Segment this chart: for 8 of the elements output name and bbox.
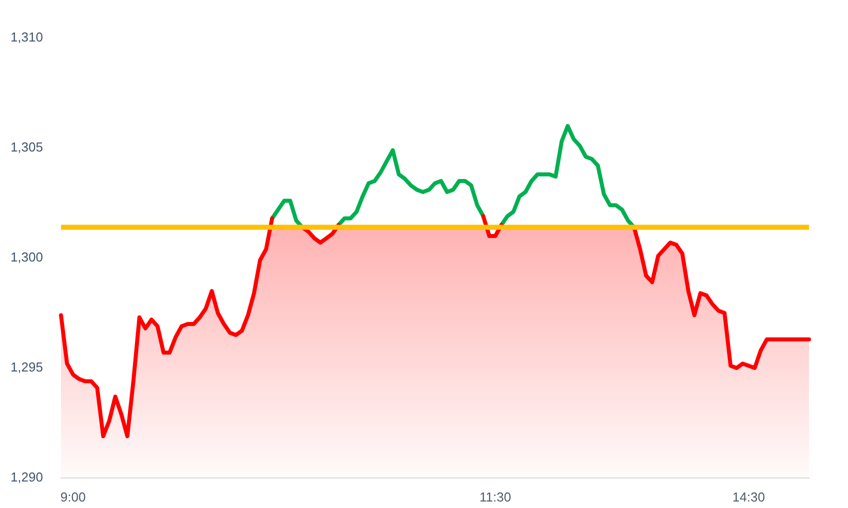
y-tick-label: 1,305 bbox=[10, 140, 43, 155]
y-tick-label: 1,300 bbox=[10, 250, 43, 265]
y-tick-label: 1,310 bbox=[10, 30, 43, 45]
x-tick-label: 14:30 bbox=[732, 489, 765, 504]
y-tick-label: 1,295 bbox=[10, 360, 43, 375]
x-tick-label: 11:30 bbox=[480, 489, 512, 504]
y-tick-label: 1,290 bbox=[10, 470, 43, 485]
x-tick-label: 9:00 bbox=[60, 489, 86, 504]
